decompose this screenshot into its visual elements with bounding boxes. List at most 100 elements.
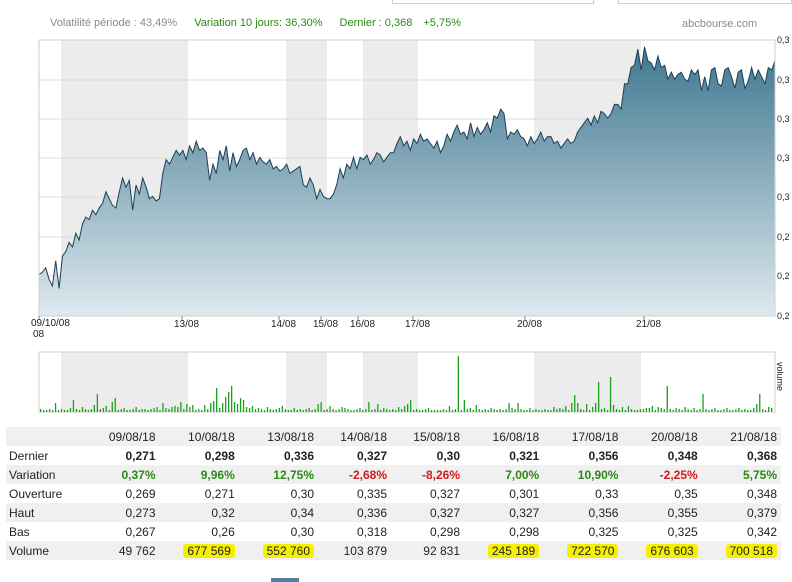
volume-bar — [433, 410, 436, 412]
volume-bar — [624, 410, 627, 412]
volume-bar — [421, 410, 424, 412]
volume-bar — [633, 410, 636, 412]
volume-bar — [765, 410, 767, 412]
volume-bar — [747, 410, 749, 412]
table-cell: 0,34 — [238, 503, 318, 522]
table-cell: 0,336 — [318, 503, 391, 522]
volume-bar — [511, 408, 513, 412]
volume-bar — [242, 400, 245, 412]
volume-bar — [407, 404, 409, 412]
table-cell: 5,75% — [701, 465, 781, 484]
volume-bar — [266, 407, 269, 412]
volume-bar — [606, 410, 609, 412]
volume-bar — [281, 406, 283, 412]
volume-bar — [272, 410, 274, 412]
volume-bar — [329, 406, 331, 412]
y-tick-label: 0,2 — [777, 232, 790, 242]
volume-bar — [705, 409, 707, 412]
volume-bar — [424, 409, 427, 412]
volume-bar — [598, 382, 600, 412]
table-cell: 0,356 — [588, 448, 619, 463]
volume-bar — [323, 410, 325, 412]
volume-bar — [690, 410, 692, 412]
volume-bar — [320, 402, 322, 412]
variation-value: 7,00% — [505, 467, 540, 482]
volume-bar — [398, 407, 400, 412]
table-cell: -8,26% — [391, 465, 464, 484]
table-cell: 0,325 — [667, 524, 698, 539]
volume-bar — [696, 410, 698, 412]
volume-bar — [177, 407, 179, 412]
volume-bar — [186, 404, 188, 412]
volume-bar — [684, 407, 686, 412]
volume-bar — [672, 410, 674, 412]
volume-bar — [371, 410, 373, 412]
volume-bar — [395, 410, 397, 412]
volume-bar — [553, 407, 555, 412]
volume-bar — [469, 408, 471, 412]
highlighted-volume: 245 189 — [487, 543, 540, 558]
volume-bar — [66, 410, 69, 412]
x-tick-label: 09/10/08 08 — [31, 318, 70, 340]
plot-frame — [38, 39, 776, 317]
volume-bar — [418, 410, 421, 412]
volume-bar — [499, 409, 501, 412]
table-cell: 676 603 — [622, 541, 702, 560]
table-cell: 0,33 — [595, 486, 619, 501]
volume-bar — [735, 409, 737, 412]
volume-bar — [538, 410, 540, 412]
volume-bar — [43, 410, 45, 412]
volume-bar — [475, 405, 477, 412]
volume-bar — [532, 410, 534, 412]
volume-bar — [117, 410, 119, 412]
table-cell: 0,336 — [283, 448, 314, 463]
table-row: Volume 49 762 677 569 552 760 103 879 92 831 2… — [6, 541, 781, 560]
x-tick-label: 20/08 — [517, 319, 542, 330]
variation-value: 0,37% — [121, 467, 156, 482]
table-cell: 7,00% — [464, 465, 544, 484]
volume-bar — [135, 407, 137, 412]
volume-bar — [326, 409, 328, 412]
volume-bar — [687, 409, 689, 412]
volume-bar — [63, 410, 66, 412]
volume-bar — [648, 408, 650, 412]
row-label: Haut — [6, 503, 87, 522]
volume-bar — [430, 410, 433, 412]
volume-bar — [287, 410, 289, 412]
volume-bar — [296, 410, 298, 412]
volume-bar — [451, 410, 454, 412]
volume-bar — [472, 410, 474, 412]
volume-bar — [78, 410, 81, 412]
row-label: Ouverture — [9, 486, 63, 501]
table-cell: 12,75% — [238, 465, 318, 484]
y-tick-label: 0,2 — [777, 271, 790, 281]
table-cell: 722 570 — [543, 541, 623, 560]
y-tick-label: 0,3 — [777, 35, 790, 45]
volume-bar — [335, 410, 337, 412]
volume-bar — [669, 409, 671, 412]
volume-bar — [580, 409, 582, 412]
volume-bar — [386, 409, 388, 412]
volume-bar — [219, 408, 221, 412]
table-cell: 0,269 — [125, 486, 156, 501]
variation-value: 9,96% — [200, 467, 235, 482]
volume-bar — [168, 409, 170, 412]
volume-bar — [183, 409, 185, 412]
volume-bar — [222, 403, 224, 412]
volume-bar — [732, 410, 734, 412]
volume-bar — [275, 409, 277, 412]
volume-bar — [314, 409, 316, 412]
volume-bar — [660, 408, 662, 412]
variation-value: 12,75% — [273, 467, 314, 482]
volume-bar — [377, 404, 379, 412]
volume-bar — [114, 398, 116, 412]
volume-bar — [51, 410, 54, 412]
volume-bar — [681, 410, 683, 412]
highlighted-volume: 552 760 — [262, 543, 314, 558]
table-cell: 0,325 — [588, 524, 619, 539]
volume-bar — [556, 409, 558, 412]
volume-bar — [410, 400, 412, 412]
volume-bar — [126, 410, 128, 412]
variation-value: 10,90% — [577, 467, 619, 482]
volume-chart: volume — [38, 351, 785, 413]
